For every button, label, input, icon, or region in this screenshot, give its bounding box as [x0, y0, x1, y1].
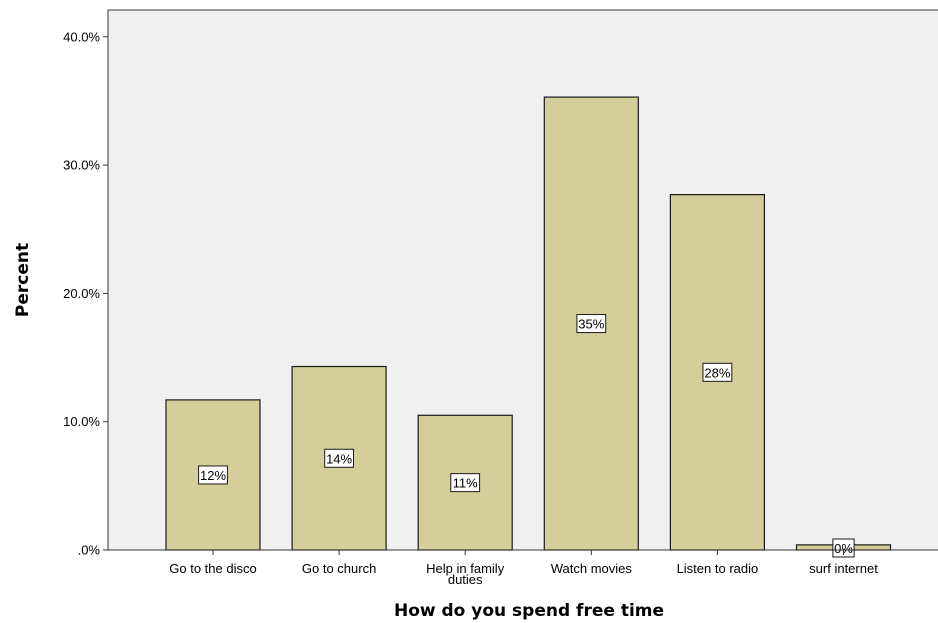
bar	[165, 399, 261, 551]
y-tick-label: 40.0%	[63, 29, 100, 44]
data-label: 28%	[704, 365, 730, 380]
y-tick-label: 30.0%	[63, 158, 100, 173]
data-label-box	[702, 362, 733, 382]
y-tick-label: .0%	[78, 543, 101, 558]
y-axis: .0% 10.0% 20.0% 30.0% 40.0%	[63, 10, 109, 558]
data-label-box	[832, 538, 855, 558]
x-tick-label-line: Listen to radio	[677, 561, 759, 576]
x-tick-label: surf internet	[809, 561, 878, 576]
data-label: 0%	[834, 541, 853, 556]
y-axis-title: Percent	[13, 243, 33, 317]
x-tick-label-line: Go to church	[302, 561, 376, 576]
data-label-box	[576, 314, 607, 334]
data-label: 35%	[578, 317, 604, 332]
data-label-box	[324, 448, 355, 468]
x-tick-label-line: duties	[448, 572, 483, 587]
x-axis-title: How do you spend free time	[394, 601, 664, 621]
data-label-box	[450, 473, 481, 493]
x-tick-label: Listen to radio	[677, 561, 759, 576]
x-tick-label: Help in family duties	[426, 561, 505, 587]
x-tick-label-line: Go to the disco	[169, 561, 256, 576]
x-tick-label: Watch movies	[551, 561, 633, 576]
x-tick-label-line: surf internet	[809, 561, 878, 576]
x-tick-label: Go to the disco	[169, 561, 256, 576]
bars-group: 12% 14% 11% 35% 28% 0%	[165, 96, 892, 558]
x-tick-label: Go to church	[302, 561, 376, 576]
data-label: 12%	[200, 468, 226, 483]
x-tick-label-line: Watch movies	[551, 561, 633, 576]
y-tick-label: 10.0%	[63, 414, 100, 429]
x-axis: Go to the disco Go to church Help in famil…	[108, 549, 938, 587]
x-tick-label-line: Help in family	[426, 561, 505, 576]
data-label: 11%	[453, 476, 478, 491]
y-tick-label: 20.0%	[63, 286, 100, 301]
data-label-box	[198, 465, 228, 485]
data-label: 14%	[326, 451, 352, 466]
